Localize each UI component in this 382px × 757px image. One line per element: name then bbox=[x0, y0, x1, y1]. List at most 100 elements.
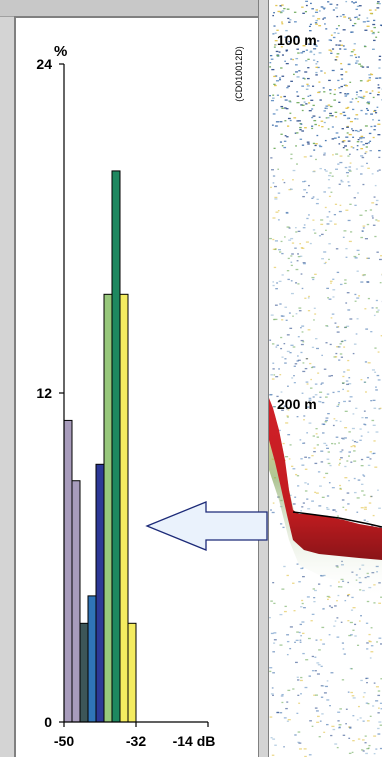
echo-dot bbox=[338, 402, 341, 404]
echo-dot bbox=[371, 217, 374, 219]
echo-dot bbox=[272, 281, 275, 283]
echo-dot bbox=[363, 475, 366, 477]
echo-dot bbox=[352, 49, 356, 51]
echo-dot bbox=[328, 258, 330, 261]
echo-dot bbox=[373, 314, 376, 317]
echo-dot bbox=[343, 48, 347, 50]
echo-dot bbox=[351, 427, 355, 430]
echo-dot bbox=[328, 634, 331, 636]
echo-dot bbox=[347, 594, 350, 596]
echo-dot bbox=[287, 278, 290, 281]
echo-dot bbox=[298, 748, 302, 750]
echo-dot bbox=[314, 656, 317, 658]
echo-dot bbox=[349, 19, 352, 21]
echo-dot bbox=[364, 417, 368, 419]
echo-dot bbox=[360, 147, 364, 150]
echo-dot bbox=[302, 195, 305, 198]
echo-dot bbox=[272, 175, 276, 177]
echo-dot bbox=[307, 637, 311, 640]
echo-dot bbox=[299, 639, 302, 641]
echo-dot bbox=[326, 507, 329, 509]
depth-label-200m: 200 m bbox=[277, 396, 317, 412]
echo-dot bbox=[321, 354, 323, 357]
echo-dot bbox=[338, 183, 341, 185]
echo-dot bbox=[292, 315, 294, 317]
echo-dot bbox=[315, 23, 318, 25]
echo-dot bbox=[281, 75, 285, 77]
echo-dot bbox=[336, 746, 339, 749]
echo-dot bbox=[333, 213, 337, 216]
echo-dot bbox=[312, 170, 316, 173]
echo-dot bbox=[347, 155, 350, 157]
echo-dot bbox=[353, 446, 356, 448]
echo-dot bbox=[292, 468, 296, 470]
echo-dot bbox=[318, 144, 321, 147]
echo-dot bbox=[277, 210, 280, 212]
echo-dot bbox=[331, 126, 334, 128]
echo-dot bbox=[299, 623, 303, 626]
echo-dot bbox=[327, 598, 329, 601]
echo-dot bbox=[283, 565, 286, 568]
echo-dot bbox=[312, 588, 315, 590]
echo-dot bbox=[333, 32, 336, 34]
echo-dot bbox=[269, 667, 273, 669]
echo-dot bbox=[352, 136, 355, 138]
echo-dot bbox=[371, 90, 374, 92]
echo-dot bbox=[370, 331, 373, 333]
echo-dot bbox=[376, 374, 380, 377]
echo-dot bbox=[328, 596, 331, 598]
echo-dot bbox=[298, 120, 301, 122]
echo-dot bbox=[330, 282, 332, 284]
histogram-bar bbox=[63, 419, 73, 723]
echo-dot bbox=[274, 240, 278, 242]
echo-dot bbox=[361, 739, 365, 741]
echo-dot bbox=[345, 107, 349, 109]
echo-dot bbox=[371, 32, 375, 35]
echo-dot bbox=[339, 283, 343, 286]
echo-dot bbox=[345, 0, 348, 3]
echo-dot bbox=[314, 707, 318, 709]
panel-splitter[interactable] bbox=[258, 0, 269, 757]
echo-dot bbox=[315, 694, 318, 696]
echo-dot bbox=[346, 595, 349, 597]
echo-dot bbox=[365, 391, 367, 393]
echo-dot bbox=[317, 66, 320, 69]
echo-dot bbox=[376, 641, 378, 643]
echo-dot bbox=[287, 385, 289, 387]
echo-dot bbox=[364, 735, 367, 737]
echo-dot bbox=[293, 11, 297, 13]
echo-dot bbox=[295, 313, 298, 315]
echo-dot bbox=[366, 162, 368, 165]
echo-dot bbox=[342, 506, 345, 508]
echo-dot bbox=[367, 101, 371, 103]
echo-dot bbox=[352, 2, 356, 4]
echo-dot bbox=[356, 511, 359, 513]
echo-dot bbox=[279, 406, 283, 409]
echo-dot bbox=[323, 476, 326, 479]
echo-dot bbox=[352, 352, 355, 355]
echo-dot bbox=[353, 22, 357, 25]
echo-dot bbox=[338, 143, 341, 145]
echo-dot bbox=[275, 288, 278, 290]
echo-dot bbox=[342, 14, 345, 16]
echo-dot bbox=[374, 235, 377, 238]
echo-dot bbox=[343, 371, 346, 373]
echo-dot bbox=[356, 141, 360, 143]
echo-dot bbox=[298, 581, 301, 583]
echo-dot bbox=[377, 31, 380, 33]
echo-dot bbox=[281, 21, 283, 23]
echo-dot bbox=[352, 445, 356, 447]
echo-dot bbox=[318, 649, 321, 651]
echo-dot bbox=[281, 693, 284, 696]
echo-dot bbox=[292, 58, 294, 61]
echo-dot bbox=[314, 313, 317, 315]
echo-dot bbox=[337, 403, 340, 406]
echo-dot bbox=[354, 623, 357, 626]
echo-dot bbox=[290, 292, 294, 295]
echo-dot bbox=[332, 9, 335, 11]
echo-dot bbox=[270, 374, 273, 376]
echo-dot bbox=[319, 391, 323, 393]
echo-dot bbox=[285, 29, 288, 32]
echo-dot bbox=[287, 257, 290, 260]
echo-dot bbox=[323, 191, 327, 193]
